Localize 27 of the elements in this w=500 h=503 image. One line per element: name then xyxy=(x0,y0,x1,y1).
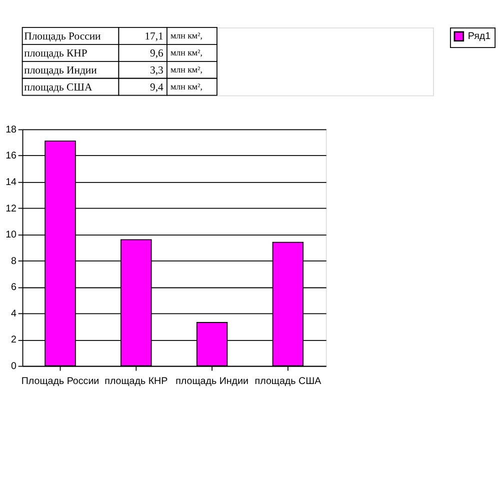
y-tick-label: 14 xyxy=(6,176,18,188)
y-tick-label: 12 xyxy=(6,203,17,214)
text: млн км², xyxy=(170,64,202,75)
text: млн км², xyxy=(170,82,202,92)
x-tick-label: площадь КНР xyxy=(104,376,168,388)
y-tick-label: 8 xyxy=(11,256,18,267)
text: 17,1 xyxy=(144,30,164,43)
y-tick-label: 16 xyxy=(6,150,18,162)
text: 9,4 xyxy=(150,81,164,94)
x-tick-label: площадь США xyxy=(254,376,322,388)
category-label: площадь США xyxy=(24,81,92,94)
y-tick-label: 10 xyxy=(6,230,18,241)
category-label: площадь Индии xyxy=(24,64,97,76)
y-tick-label: 6 xyxy=(11,282,18,294)
text: 9,6 xyxy=(150,48,164,60)
text: млн км², xyxy=(170,30,202,41)
text: млн км², xyxy=(170,48,202,58)
y-tick-label: 4 xyxy=(11,308,18,320)
y-tick-label: 0 xyxy=(11,361,18,372)
category-label: Площадь России xyxy=(24,30,101,43)
category-label: площадь КНР xyxy=(24,48,88,60)
y-tick-label: 18 xyxy=(6,124,18,136)
y-tick-label: 2 xyxy=(11,334,17,346)
x-tick-label: Площадь России xyxy=(21,376,100,388)
text: 3,3 xyxy=(150,64,164,76)
x-tick-label: площадь Индии xyxy=(176,376,248,388)
legend-label: Ряд1 xyxy=(468,31,491,42)
